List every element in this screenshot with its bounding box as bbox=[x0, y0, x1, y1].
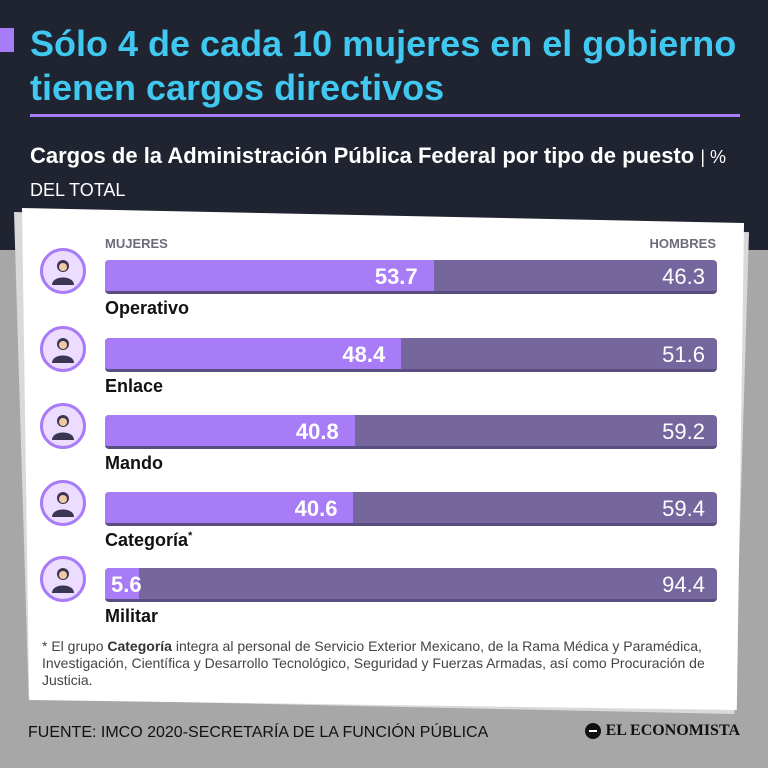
category-label: Categoría* bbox=[105, 530, 193, 550]
chart-row: 48.4 51.6 Enlace bbox=[0, 326, 768, 408]
chart-row: 5.6 94.4 Militar bbox=[0, 556, 768, 638]
chart-row: 40.6 59.4 Categoría* bbox=[0, 480, 768, 562]
category-label: Operativo bbox=[105, 298, 190, 318]
value-label-women: 48.4 bbox=[342, 342, 386, 367]
header-rule bbox=[30, 114, 740, 117]
bar-track: 53.7 46.3 bbox=[105, 260, 717, 294]
legend-women: MUJERES bbox=[105, 236, 168, 251]
footnote-mark: * bbox=[188, 530, 193, 542]
bar-women bbox=[105, 415, 355, 446]
office-worker-icon bbox=[40, 248, 86, 294]
chart-row: 40.8 59.2 Mando bbox=[0, 403, 768, 485]
bar-women bbox=[105, 338, 402, 369]
footnote-prefix: * El grupo bbox=[42, 638, 108, 654]
value-label-women: 40.8 bbox=[295, 419, 339, 444]
chart-row: 53.7 46.3 Operativo bbox=[0, 248, 768, 330]
value-label-women: 5.6 bbox=[111, 572, 142, 597]
value-label-men: 59.4 bbox=[662, 496, 705, 521]
category-label: Mando bbox=[105, 453, 163, 473]
subtitle-text: Cargos de la Administración Pública Fede… bbox=[30, 143, 695, 168]
value-label-men: 59.2 bbox=[662, 419, 705, 444]
chart-subtitle: Cargos de la Administración Pública Fede… bbox=[30, 140, 750, 206]
category-label: Enlace bbox=[105, 376, 164, 396]
source-note: FUENTE: IMCO 2020-SECRETARÍA DE LA FUNCI… bbox=[28, 724, 489, 741]
bar-track: 40.8 59.2 bbox=[105, 415, 717, 449]
value-label-women: 40.6 bbox=[294, 496, 338, 521]
headline: Sólo 4 de cada 10 mujeres en el gobierno… bbox=[30, 23, 737, 108]
footnote-text: integra al personal de Servicio Exterior… bbox=[42, 638, 705, 688]
bar-track: 5.6 94.4 bbox=[105, 568, 717, 602]
brand-name: EL ECONOMISTA bbox=[605, 722, 740, 739]
brand-mark-icon bbox=[584, 723, 601, 739]
bar-women bbox=[105, 568, 140, 599]
doctor-woman-icon bbox=[40, 480, 86, 526]
category-label: Militar bbox=[105, 606, 159, 626]
footnote: * El grupo Categoría integra al personal… bbox=[42, 638, 712, 689]
accent-mark bbox=[0, 28, 14, 52]
value-label-men: 46.3 bbox=[662, 264, 705, 289]
group-women-icon bbox=[40, 403, 86, 449]
value-label-men: 94.4 bbox=[662, 572, 705, 597]
bar-women bbox=[105, 492, 354, 523]
woman-phone-icon bbox=[40, 326, 86, 372]
bar-women bbox=[105, 260, 434, 291]
value-label-men: 51.6 bbox=[662, 342, 705, 367]
soldier-woman-icon bbox=[40, 556, 86, 602]
bar-track: 40.6 59.4 bbox=[105, 492, 717, 526]
footnote-bold: Categoría bbox=[107, 638, 172, 654]
bar-track: 48.4 51.6 bbox=[105, 338, 717, 372]
header-panel bbox=[0, 0, 768, 250]
brand-logo: EL ECONOMISTA bbox=[584, 722, 740, 740]
subtitle-unit: | % DEL TOTAL bbox=[30, 147, 727, 200]
value-label-women: 53.7 bbox=[374, 264, 418, 289]
legend-men: HOMBRES bbox=[649, 236, 716, 251]
